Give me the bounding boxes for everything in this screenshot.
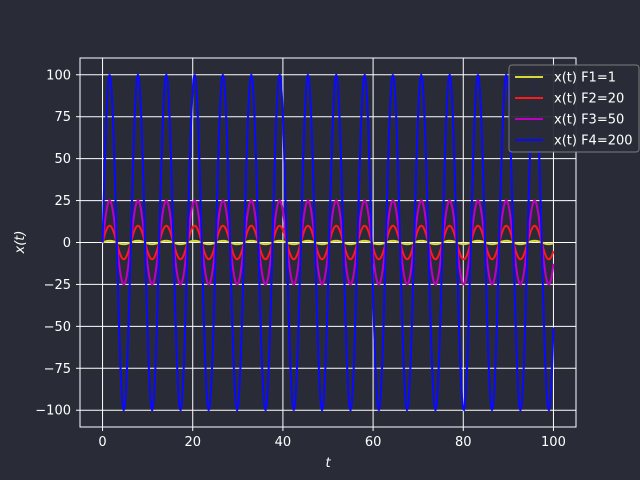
series-line-1 [102,239,554,246]
y-tick-label: 100 [46,68,71,83]
legend-label-1: x(t) F1=1 [554,71,616,86]
y-tick-label: 75 [54,110,71,125]
y-tick-label: −50 [44,320,71,335]
y-tick-label: 25 [54,194,71,209]
y-tick-label: −100 [35,404,71,419]
legend-label-3: x(t) F3=50 [554,113,624,128]
x-tick-label: 100 [541,435,566,450]
y-axis-label: x(t) [13,231,28,255]
series-lines [101,73,555,412]
x-tick-label: 80 [455,435,472,450]
legend-label-4: x(t) F4=200 [554,134,633,149]
legend-box [508,64,640,153]
y-axis-ticks: −100 −75 −50 −25 0 25 50 75 100 [35,68,80,419]
y-tick-label: 50 [54,152,71,167]
y-tick-label: 0 [63,236,71,251]
y-tick-label: −75 [44,362,71,377]
x-tick-label: 20 [184,435,201,450]
legend-label-2: x(t) F2=20 [554,92,624,107]
x-tick-label: 60 [365,435,382,450]
x-tick-label: 40 [275,435,292,450]
x-tick-label: 0 [98,435,106,450]
x-axis-ticks: 0 20 40 60 80 100 [98,427,566,450]
series-line-4 [101,73,555,412]
x-axis-label: t [325,456,331,471]
y-tick-label: −25 [44,278,71,293]
legend: x(t) F1=1 x(t) F2=20 x(t) F3=50 x(t) F4=200 [508,64,640,153]
